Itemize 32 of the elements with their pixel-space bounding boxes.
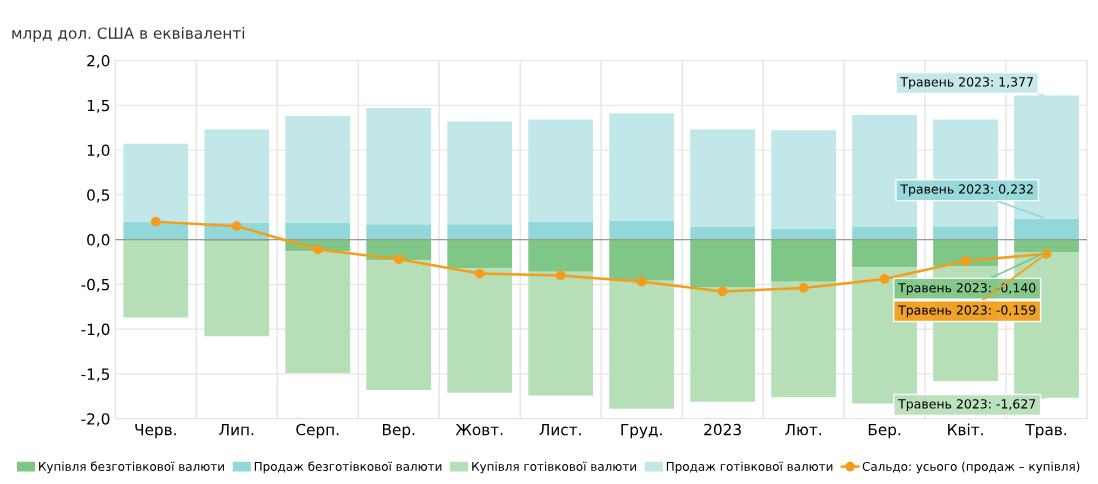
x-tick-label: Серп. [296, 423, 339, 439]
x-tick-label: Трав. [1025, 423, 1067, 439]
y-axis-title: млрд дол. США в еквіваленті [12, 27, 245, 42]
annotation: Травень 2023: -0,159 [898, 305, 1036, 318]
x-tick-label: Лип. [219, 423, 254, 436]
x-tick-label: Лист. [539, 423, 581, 436]
y-tick-label: 0,0 [87, 234, 110, 248]
y-tick-label: 0,5 [87, 189, 110, 203]
annotation: Травень 2023: 0,232 [900, 184, 1033, 197]
y-tick-label: -0,5 [81, 278, 110, 292]
x-tick-label: Вер. [382, 423, 415, 439]
legend-label: Сальдо: усього (продаж – купівля) [862, 461, 1080, 474]
x-tick-label: Бер. [868, 423, 901, 439]
x-tick-label: Черв. [135, 423, 176, 439]
y-tick-label: 1,5 [87, 99, 110, 113]
y-tick-label: 1,0 [87, 144, 110, 158]
legend-label: Продаж готівкової валюти [666, 461, 833, 474]
y-tick-label: -2,0 [81, 413, 110, 427]
x-tick-label: Квіт. [948, 423, 983, 436]
legend-label: Купівля готівкової валюти [472, 461, 636, 474]
y-tick-label: -1,5 [81, 368, 110, 382]
x-tick-label: Груд. [621, 423, 662, 439]
y-tick-label: -1,0 [81, 323, 110, 337]
x-tick-label: Жовт. [455, 423, 503, 436]
y-tick-label: 2,0 [87, 54, 110, 69]
annotation: Травень 2023: -0,140 [898, 283, 1036, 295]
legend-label: Купівля безготівкової валюти [39, 461, 224, 474]
x-tick-label: Лют. [785, 423, 821, 436]
annotation: Травень 2023: -1,627 [898, 399, 1036, 412]
x-tick-label: 2023 [704, 423, 741, 436]
annotation: Травень 2023: 1,377 [900, 77, 1033, 90]
legend-label: Продаж безготівкової валюти [254, 461, 442, 474]
